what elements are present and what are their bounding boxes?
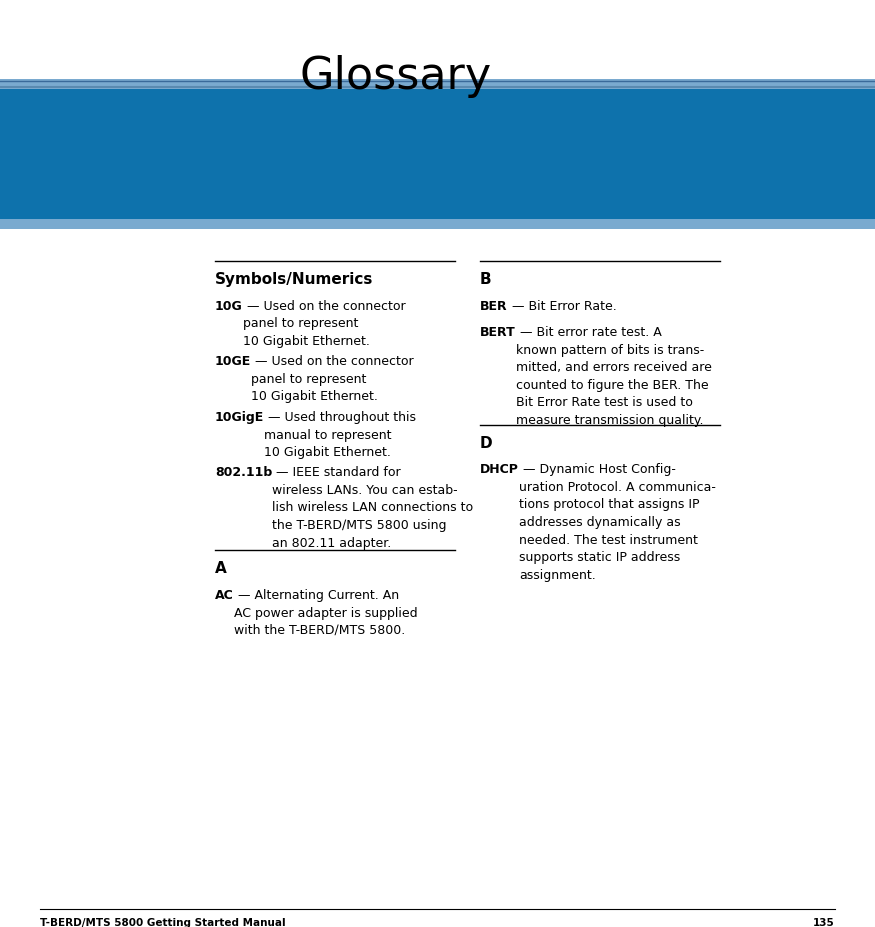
Text: 10G: 10G bbox=[215, 299, 242, 312]
Text: Glossary: Glossary bbox=[300, 55, 493, 98]
Text: — Used on the connector
panel to represent
10 Gigabit Ethernet.: — Used on the connector panel to represe… bbox=[242, 299, 405, 348]
Text: — Dynamic Host Config-
uration Protocol. A communica-
tions protocol that assign: — Dynamic Host Config- uration Protocol.… bbox=[519, 463, 716, 581]
Text: BER: BER bbox=[480, 299, 508, 312]
Text: 135: 135 bbox=[813, 917, 835, 927]
Text: — Alternating Current. An
AC power adapter is supplied
with the T-BERD∕MTS 5800.: — Alternating Current. An AC power adapt… bbox=[234, 589, 417, 636]
Text: BERT: BERT bbox=[480, 326, 515, 339]
Text: B: B bbox=[480, 272, 492, 286]
Text: Symbols/Numerics: Symbols/Numerics bbox=[215, 272, 374, 286]
Text: 10GE: 10GE bbox=[215, 355, 251, 368]
Text: 802.11b: 802.11b bbox=[215, 466, 272, 479]
Text: — Bit Error Rate.: — Bit Error Rate. bbox=[507, 299, 616, 312]
Text: 10GigE: 10GigE bbox=[215, 411, 264, 424]
Text: T-BERD/MTS 5800 Getting Started Manual: T-BERD/MTS 5800 Getting Started Manual bbox=[40, 917, 285, 927]
Text: A: A bbox=[215, 561, 227, 576]
Text: DHCP: DHCP bbox=[480, 463, 519, 476]
Text: — Used throughout this
manual to represent
10 Gigabit Ethernet.: — Used throughout this manual to represe… bbox=[264, 411, 416, 459]
Bar bbox=[0, 80, 875, 90]
Text: — Used on the connector
panel to represent
10 Gigabit Ethernet.: — Used on the connector panel to represe… bbox=[251, 355, 414, 403]
Text: — Bit error rate test. A
known pattern of bits is trans-
mitted, and errors rece: — Bit error rate test. A known pattern o… bbox=[515, 326, 711, 426]
Text: AC: AC bbox=[215, 589, 234, 602]
Text: D: D bbox=[480, 435, 493, 450]
Bar bbox=[0, 220, 875, 230]
Text: — IEEE standard for
wireless LANs. You can estab-
lish wireless LAN connections : — IEEE standard for wireless LANs. You c… bbox=[272, 466, 473, 549]
Bar bbox=[0, 90, 875, 220]
